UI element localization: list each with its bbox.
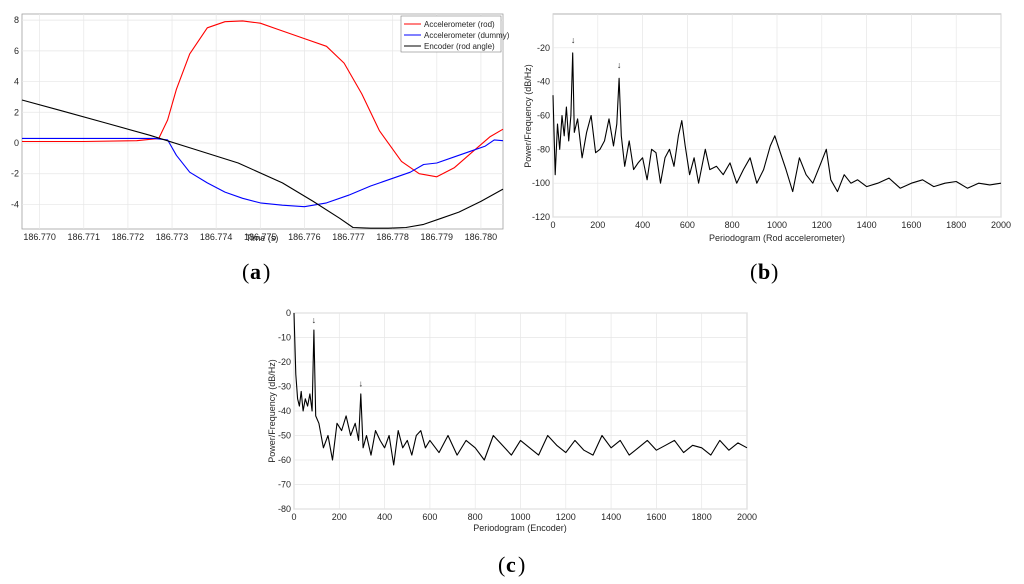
- peak-arrow-annotation: ↓: [312, 315, 317, 325]
- panel-a: 186.770 186.771 186.772 186.773 186.774 186.7…: [11, 13, 510, 284]
- panel-c-ticks: 0 200 400 600 800 1000 1200 1400 1600 1800 2000 -80…: [278, 308, 757, 522]
- y-tick-label: -70: [278, 480, 291, 490]
- x-tick-label: 1200: [812, 220, 832, 230]
- y-tick-label: -4: [11, 199, 19, 209]
- y-tick-label: -60: [537, 111, 550, 121]
- y-tick-label: 6: [14, 46, 19, 56]
- y-tick-label: -20: [278, 357, 291, 367]
- x-tick-label: 186.773: [156, 232, 189, 242]
- series-line-rod-accelerometer: [552, 52, 1002, 193]
- legend-label-dummy: Accelerometer (dummy): [424, 31, 510, 40]
- panel-a-ticks: 186.770 186.771 186.772 186.773 186.774 186.7…: [11, 15, 497, 242]
- series-line-encoder-rod-angle: [21, 99, 504, 229]
- y-tick-label: 2: [14, 107, 19, 117]
- caption-a-close: ): [263, 259, 270, 284]
- x-tick-label: 186.770: [23, 232, 56, 242]
- x-tick-label: 0: [291, 512, 296, 522]
- x-tick-label: 200: [332, 512, 347, 522]
- peak-arrow-annotation: ↓: [617, 60, 622, 70]
- panel-c: 0 200 400 600 800 1000 1200 1400 1600 1800 2000 -80…: [267, 308, 757, 577]
- caption-b-close: ): [771, 259, 778, 284]
- x-tick-label: 1000: [767, 220, 787, 230]
- x-tick-label: 1400: [601, 512, 621, 522]
- caption-c-letter: c: [506, 552, 516, 577]
- x-tick-label: 1800: [692, 512, 712, 522]
- y-tick-label: -100: [532, 178, 550, 188]
- x-tick-label: 2000: [737, 512, 757, 522]
- panel-c-xlabel: Periodogram (Encoder): [473, 523, 567, 533]
- y-tick-label: -60: [278, 455, 291, 465]
- panel-b-ylabel: Power/Frequency (dB/Hz): [523, 64, 533, 168]
- x-tick-label: 400: [377, 512, 392, 522]
- y-tick-label: -50: [278, 431, 291, 441]
- x-tick-label: 1000: [510, 512, 530, 522]
- panel-c-annotations: ↓↓: [312, 315, 363, 389]
- caption-a-open: (: [242, 259, 249, 284]
- legend-label-rod: Accelerometer (rod): [424, 20, 495, 29]
- x-tick-label: 0: [550, 220, 555, 230]
- x-tick-label: 400: [635, 220, 650, 230]
- y-tick-label: -2: [11, 169, 19, 179]
- y-tick-label: 0: [14, 138, 19, 148]
- panel-b-xlabel: Periodogram (Rod accelerometer): [709, 233, 845, 243]
- x-tick-label: 600: [680, 220, 695, 230]
- x-tick-label: 800: [468, 512, 483, 522]
- x-tick-label: 186.774: [200, 232, 233, 242]
- x-tick-label: 200: [590, 220, 605, 230]
- caption-a-letter: a: [250, 259, 261, 284]
- x-tick-label: 800: [725, 220, 740, 230]
- caption-c-close: ): [518, 552, 525, 577]
- y-tick-label: -40: [278, 406, 291, 416]
- series-line-encoder: [293, 312, 748, 466]
- x-tick-label: 186.777: [332, 232, 365, 242]
- panel-b-ticks: 0 200 400 600 800 1000 1200 1400 1600 1800 2000 -12…: [532, 43, 1011, 230]
- y-tick-label: -10: [278, 333, 291, 343]
- panel-c-grid: [293, 312, 748, 510]
- x-tick-label: 186.775: [244, 232, 277, 242]
- x-tick-label: 2000: [991, 220, 1011, 230]
- panel-a-legend: Accelerometer (rod) Accelerometer (dummy…: [400, 15, 510, 53]
- caption-b-open: (: [750, 259, 757, 284]
- y-tick-label: -20: [537, 43, 550, 53]
- panel-c-series: [293, 312, 748, 466]
- series-line-accelerometer-rod: [22, 20, 504, 178]
- x-tick-label: 186.779: [421, 232, 454, 242]
- caption-c-open: (: [498, 552, 505, 577]
- legend-label-encoder: Encoder (rod angle): [424, 42, 495, 51]
- panel-b-series: [552, 52, 1002, 193]
- peak-arrow-annotation: ↓: [359, 379, 364, 389]
- x-tick-label: 1200: [556, 512, 576, 522]
- panel-c-ylabel: Power/Frequency (dB/Hz): [267, 359, 277, 463]
- x-tick-label: 186.776: [288, 232, 321, 242]
- peak-arrow-annotation: ↓: [571, 35, 576, 45]
- panel-b-annotations: ↓↓: [571, 35, 621, 70]
- y-tick-label: -30: [278, 382, 291, 392]
- y-tick-label: -80: [537, 144, 550, 154]
- y-tick-label: -120: [532, 212, 550, 222]
- y-tick-label: 8: [14, 15, 19, 25]
- x-tick-label: 1400: [857, 220, 877, 230]
- x-tick-label: 1800: [946, 220, 966, 230]
- y-tick-label: -40: [537, 77, 550, 87]
- y-tick-label: 4: [14, 77, 19, 87]
- y-tick-label: -80: [278, 504, 291, 514]
- series-line-accelerometer-dummy: [22, 137, 504, 208]
- x-tick-label: 600: [422, 512, 437, 522]
- panel-a-xlabel: Time (s): [246, 233, 279, 243]
- x-tick-label: 186.772: [112, 232, 145, 242]
- panel-a-series: [21, 20, 504, 229]
- x-tick-label: 186.780: [465, 232, 498, 242]
- x-tick-label: 186.778: [376, 232, 409, 242]
- x-tick-label: 186.771: [68, 232, 101, 242]
- x-tick-label: 1600: [646, 512, 666, 522]
- x-tick-label: 1600: [901, 220, 921, 230]
- y-tick-label: 0: [286, 308, 291, 318]
- panel-b: 0 200 400 600 800 1000 1200 1400 1600 1800 2000 -12…: [523, 13, 1011, 284]
- caption-b-letter: b: [758, 259, 770, 284]
